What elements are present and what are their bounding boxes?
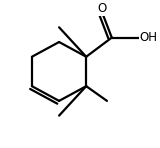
Text: OH: OH xyxy=(140,31,157,44)
Text: O: O xyxy=(98,2,107,15)
